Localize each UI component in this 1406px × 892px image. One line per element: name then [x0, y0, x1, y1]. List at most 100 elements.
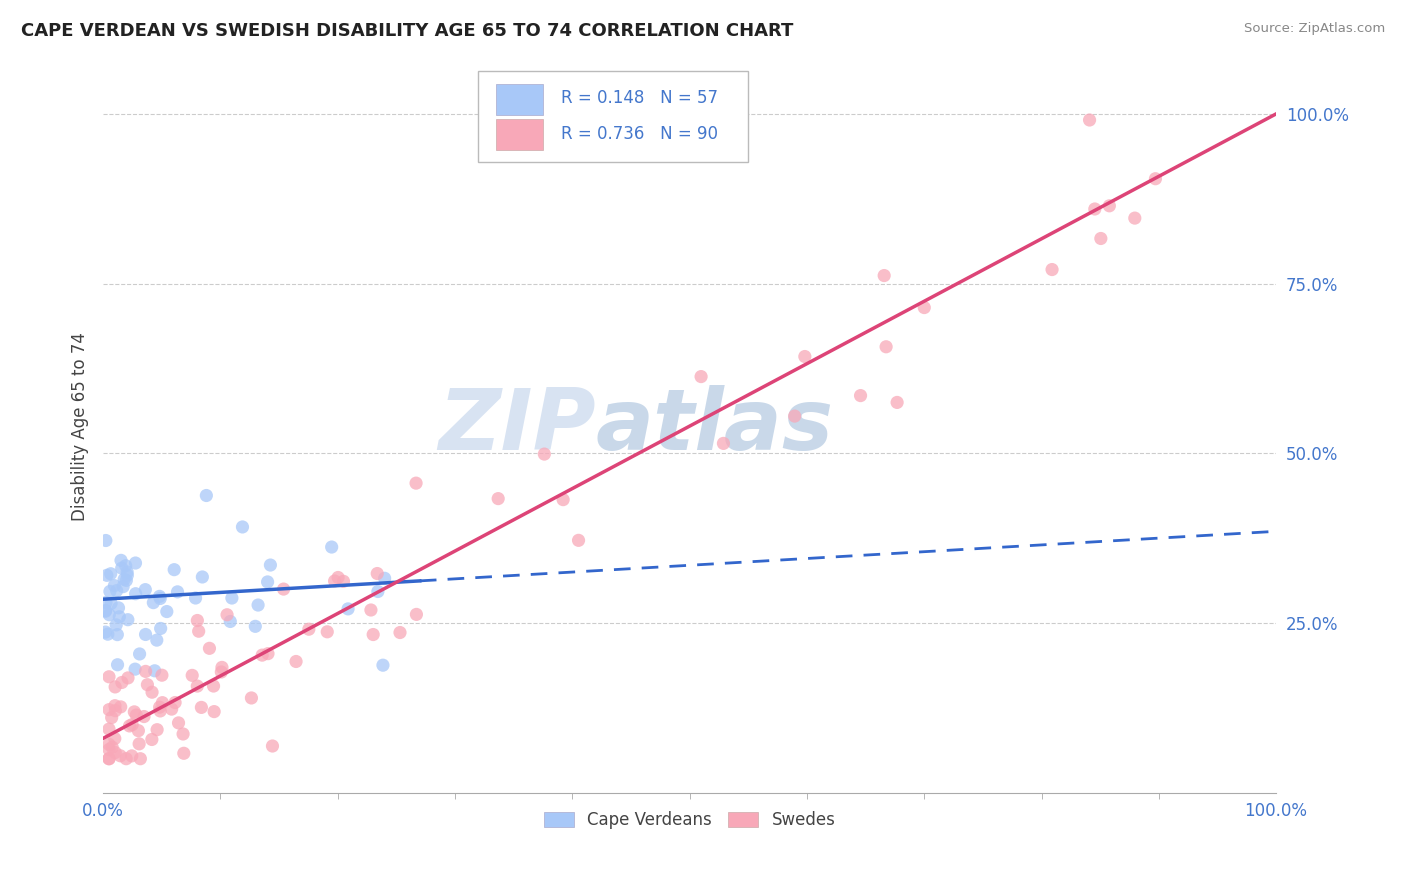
Point — [1078, 113, 1101, 128]
Text: R = 0.148   N = 57: R = 0.148 N = 57 — [561, 89, 717, 107]
Point — [117, 671, 139, 685]
Point — [121, 717, 143, 731]
Point — [163, 563, 186, 577]
Point — [98, 722, 121, 736]
Point — [141, 685, 163, 699]
Point — [124, 556, 146, 570]
Point — [165, 696, 187, 710]
Point — [366, 566, 388, 581]
Point — [104, 698, 127, 713]
Point — [273, 582, 295, 596]
FancyBboxPatch shape — [478, 70, 748, 162]
Point — [371, 658, 394, 673]
Point — [298, 622, 321, 636]
Point — [367, 584, 389, 599]
Point — [96, 568, 118, 582]
Y-axis label: Disability Age 65 to 74: Disability Age 65 to 74 — [72, 332, 89, 521]
Point — [98, 742, 121, 756]
Point — [127, 723, 149, 738]
Point — [160, 702, 183, 716]
Point — [98, 752, 121, 766]
Point — [141, 732, 163, 747]
Point — [374, 571, 396, 585]
Point — [849, 388, 872, 402]
Point — [98, 670, 121, 684]
Point — [1090, 231, 1112, 245]
Point — [129, 752, 152, 766]
Point — [323, 574, 346, 588]
Point — [1040, 262, 1063, 277]
Point — [136, 678, 159, 692]
Point — [285, 655, 308, 669]
Point — [148, 590, 170, 604]
Point — [142, 596, 165, 610]
Point — [1084, 202, 1107, 216]
Point — [135, 665, 157, 679]
Point — [98, 584, 121, 599]
Point — [100, 710, 122, 724]
Point — [124, 662, 146, 676]
Point — [202, 679, 225, 693]
Point — [94, 595, 117, 609]
Point — [247, 598, 270, 612]
Point — [132, 709, 155, 723]
Point — [94, 625, 117, 640]
Point — [94, 533, 117, 548]
Point — [181, 668, 204, 682]
Point — [1098, 199, 1121, 213]
Point — [793, 350, 815, 364]
Point — [110, 699, 132, 714]
Point — [486, 491, 509, 506]
Point — [262, 739, 284, 753]
Point — [231, 520, 253, 534]
Point — [98, 737, 121, 751]
Point — [783, 409, 806, 423]
Point — [184, 591, 207, 605]
Point — [104, 680, 127, 694]
Point — [332, 574, 354, 589]
Point — [110, 748, 132, 763]
Text: CAPE VERDEAN VS SWEDISH DISABILITY AGE 65 TO 74 CORRELATION CHART: CAPE VERDEAN VS SWEDISH DISABILITY AGE 6… — [21, 22, 793, 40]
Point — [1144, 171, 1167, 186]
Point — [143, 664, 166, 678]
Point — [256, 574, 278, 589]
Point — [875, 340, 897, 354]
Point — [405, 607, 427, 622]
Point — [316, 624, 339, 639]
Point — [112, 580, 135, 594]
Point — [173, 746, 195, 760]
Point — [167, 715, 190, 730]
Point — [211, 660, 233, 674]
Point — [117, 613, 139, 627]
Point — [111, 675, 134, 690]
Point — [110, 553, 132, 567]
Point — [912, 301, 935, 315]
Point — [104, 704, 127, 718]
Legend: Cape Verdeans, Swedes: Cape Verdeans, Swedes — [537, 805, 842, 836]
Point — [118, 719, 141, 733]
Point — [94, 603, 117, 617]
Point — [125, 708, 148, 723]
Point — [105, 618, 128, 632]
Point — [190, 700, 212, 714]
Point — [321, 540, 343, 554]
Point — [112, 573, 135, 587]
Point — [873, 268, 896, 283]
Point — [94, 604, 117, 618]
Point — [101, 740, 124, 755]
Point — [115, 565, 138, 579]
Point — [186, 679, 208, 693]
Point — [886, 395, 908, 409]
Point — [360, 603, 382, 617]
Text: ZIP: ZIP — [439, 384, 596, 467]
Point — [361, 627, 384, 641]
Point — [209, 665, 232, 679]
Point — [149, 704, 172, 718]
Point — [221, 591, 243, 605]
Point — [240, 690, 263, 705]
Point — [97, 627, 120, 641]
Point — [104, 746, 127, 760]
Point — [690, 369, 713, 384]
Point — [191, 570, 214, 584]
Point — [100, 566, 122, 581]
